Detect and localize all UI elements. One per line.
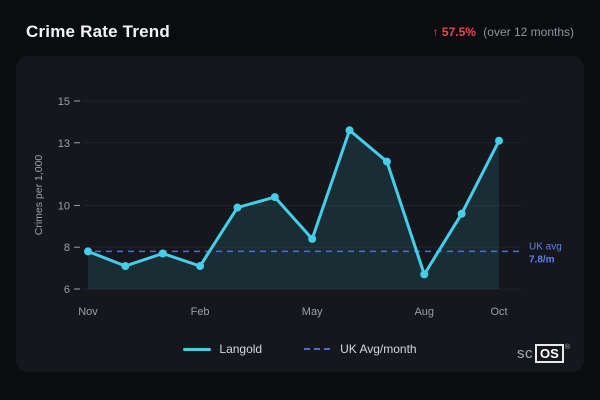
data-point[interactable] [345, 126, 354, 135]
data-point[interactable] [270, 193, 279, 202]
x-tick-label: Nov [78, 306, 98, 318]
registered-trademark-icon: ® [564, 344, 570, 351]
scos-logo: sc OS ® [517, 344, 570, 363]
logo-prefix: sc [517, 345, 534, 362]
legend-item-uk-avg[interactable]: UK Avg/month [304, 342, 417, 356]
chart-legend: Langold UK Avg/month [16, 342, 584, 356]
x-tick-label: Aug [414, 306, 434, 318]
page-header: Crime Rate Trend ↑ 57.5% (over 12 months… [0, 0, 600, 56]
x-tick-label: Oct [490, 306, 507, 318]
data-point[interactable] [84, 247, 92, 256]
chart-svg: 6 8 10 13 15 UK avg 7.8/m Nov Feb May Aug Oct Crimes… [33, 96, 562, 318]
uk-avg-dash-swatch [304, 348, 333, 350]
y-axis-title: Crimes per 1,000 [33, 155, 45, 236]
legend-label-langold: Langold [219, 342, 263, 356]
trend-value: 57.5% [441, 25, 476, 39]
data-point[interactable] [121, 262, 130, 271]
uk-avg-label-line2: 7.8/m [529, 254, 555, 265]
legend-label-uk-avg: UK Avg/month [340, 342, 417, 356]
trend-stat: ↑ 57.5% (over 12 months) [433, 25, 574, 39]
y-tick-label: 8 [64, 242, 70, 254]
y-tick-label: 13 [58, 138, 70, 150]
x-tick-label: May [302, 306, 323, 318]
data-point[interactable] [196, 262, 205, 271]
trend-up-arrow-icon: ↑ [432, 25, 439, 39]
page-title: Crime Rate Trend [26, 22, 170, 41]
logo-boxed-text: OS [535, 344, 564, 363]
data-point[interactable] [382, 157, 391, 166]
y-tick-label: 10 [58, 200, 70, 212]
data-point[interactable] [308, 234, 317, 243]
y-tick-label: 15 [58, 96, 70, 108]
data-point[interactable] [457, 209, 466, 218]
data-point[interactable] [420, 270, 429, 279]
data-point[interactable] [233, 203, 242, 212]
data-point[interactable] [158, 249, 167, 258]
data-point[interactable] [495, 136, 503, 145]
langold-line-swatch [183, 347, 212, 351]
area-fill [88, 130, 499, 289]
legend-item-langold[interactable]: Langold [183, 342, 262, 356]
uk-avg-label-line1: UK avg [529, 241, 562, 252]
crime-trend-line [86, 128, 501, 276]
y-tick-label: 6 [64, 284, 70, 296]
chart-card: 6 8 10 13 15 UK avg 7.8/m Nov Feb May Aug Oct Crimes… [16, 56, 584, 372]
x-tick-label: Feb [191, 306, 210, 318]
trend-caption: (over 12 months) [483, 25, 574, 39]
